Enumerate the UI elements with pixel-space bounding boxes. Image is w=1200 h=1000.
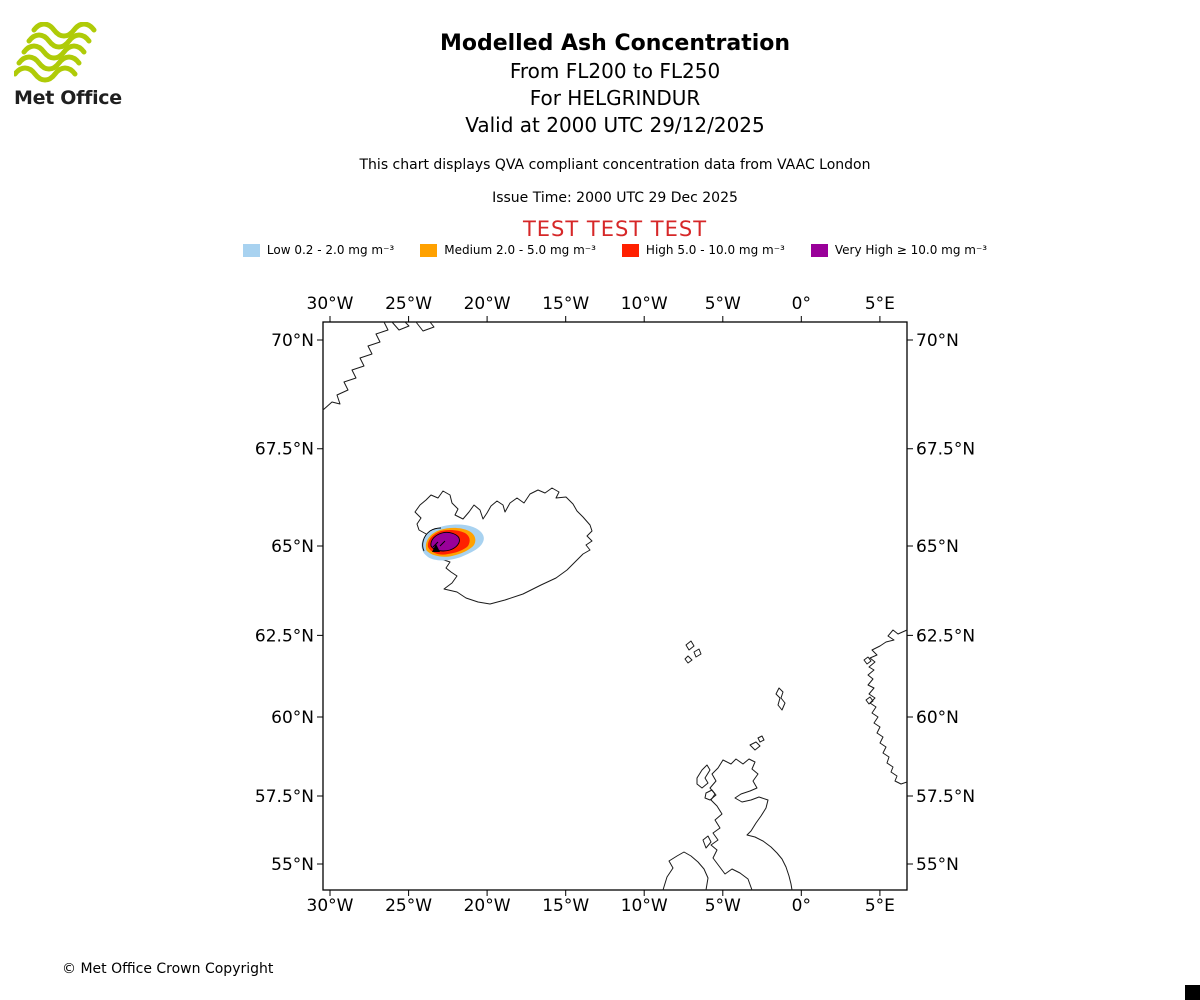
volcano-name: For HELGRINDUR	[529, 86, 701, 110]
legend: Low 0.2 - 2.0 mg m⁻³ Medium 2.0 - 5.0 mg…	[30, 243, 1200, 257]
lat-label-left-3: 62.5°N	[255, 626, 314, 646]
legend-label-low: Low 0.2 - 2.0 mg m⁻³	[266, 243, 395, 257]
lat-label-right-3: 62.5°N	[916, 626, 975, 646]
chart-header: Modelled Ash Concentration From FL200 to…	[30, 30, 1200, 242]
lon-ticks-top	[329, 316, 881, 322]
lon-label-top-7: 5°E	[865, 294, 895, 314]
ash-contour-outline-inner	[430, 531, 460, 552]
chart-title: Modelled Ash Concentration	[439, 31, 791, 56]
lat-label-left-0: 70°N	[271, 331, 314, 351]
met-office-logo: Met Office	[14, 22, 134, 109]
lat-label-right-5: 57.5°N	[916, 787, 975, 807]
legend-swatch-low	[242, 243, 260, 257]
lon-ticks-bottom	[329, 890, 881, 896]
lat-ticks-right	[907, 339, 913, 865]
lat-label-left-4: 60°N	[271, 708, 314, 728]
ireland-coastline	[662, 851, 709, 891]
lon-label-bottom-3: 15°W	[542, 896, 589, 916]
norway-coastline	[867, 629, 908, 785]
lon-label-bottom-7: 5°E	[865, 896, 895, 916]
lon-label-bottom-0: 30°W	[307, 896, 354, 916]
lon-label-top-6: 0°	[792, 294, 811, 314]
great-britain-west-coastline	[709, 759, 753, 891]
lat-label-right-4: 60°N	[916, 708, 959, 728]
issue-time: Issue Time: 2000 UTC 29 Dec 2025	[492, 190, 738, 206]
met-office-waves-icon	[14, 22, 97, 83]
legend-item-medium: Medium 2.0 - 5.0 mg m⁻³	[420, 243, 596, 257]
legend-item-very-high: Very High ≥ 10.0 mg m⁻³	[810, 243, 988, 257]
lat-label-right-1: 67.5°N	[916, 440, 975, 460]
lon-label-bottom-5: 5°W	[705, 896, 741, 916]
lat-label-right-2: 65°N	[916, 537, 959, 557]
legend-label-very-high: Very High ≥ 10.0 mg m⁻³	[834, 243, 988, 257]
copyright-notice: © Met Office Crown Copyright	[62, 961, 274, 977]
lon-label-bottom-6: 0°	[792, 896, 811, 916]
lat-label-left-6: 55°N	[271, 855, 314, 875]
map-frame	[322, 321, 908, 891]
legend-swatch-high	[621, 243, 639, 257]
lon-label-top-1: 25°W	[385, 294, 432, 314]
lat-label-right-0: 70°N	[916, 331, 959, 351]
flight-level-range: From FL200 to FL250	[509, 59, 721, 83]
ash-contour-outline-west	[422, 527, 442, 552]
norway-islands-coastline	[863, 656, 874, 705]
ash-contour-scribble	[432, 540, 446, 548]
lon-label-top-3: 15°W	[542, 294, 589, 314]
lat-label-left-1: 67.5°N	[255, 440, 314, 460]
ash-concentration-map: 30°W 25°W 20°W 15°W 10°W 5°W 0° 5°E 30°W…	[255, 294, 975, 916]
met-office-logo-text: Met Office	[14, 87, 122, 109]
lon-label-top-5: 5°W	[705, 294, 741, 314]
shetland-islands-coastline	[775, 687, 786, 711]
ash-contour-very-high	[430, 532, 460, 551]
lon-label-top-0: 30°W	[307, 294, 354, 314]
legend-swatch-medium	[420, 243, 438, 257]
lon-label-bottom-1: 25°W	[385, 896, 432, 916]
faroe-islands-coastline	[684, 640, 702, 664]
great-britain-east-coastline	[722, 758, 793, 891]
lon-label-top-4: 10°W	[621, 294, 668, 314]
legend-swatch-very-high	[810, 243, 828, 257]
greenland-top-coastline	[391, 321, 435, 332]
hebrides-islands-coastline	[696, 764, 717, 849]
test-banner: TEST TEST TEST	[522, 217, 708, 241]
legend-label-medium: Medium 2.0 - 5.0 mg m⁻³	[444, 243, 596, 257]
legend-item-high: High 5.0 - 10.0 mg m⁻³	[621, 243, 785, 257]
qva-description: This chart displays QVA compliant concen…	[359, 157, 871, 173]
lat-ticks-left	[317, 339, 323, 865]
lon-label-bottom-4: 10°W	[621, 896, 668, 916]
valid-time: Valid at 2000 UTC 29/12/2025	[465, 113, 765, 137]
orkney-islands-coastline	[749, 735, 765, 751]
lon-label-top-2: 20°W	[464, 294, 511, 314]
greenland-coastline	[322, 321, 389, 411]
lat-label-right-6: 55°N	[916, 855, 959, 875]
legend-item-low: Low 0.2 - 2.0 mg m⁻³	[242, 243, 395, 257]
lat-label-left-5: 57.5°N	[255, 787, 314, 807]
corner-mark	[1185, 985, 1200, 1000]
volcano-marker	[432, 544, 440, 552]
legend-label-high: High 5.0 - 10.0 mg m⁻³	[645, 243, 785, 257]
lat-label-left-2: 65°N	[271, 537, 314, 557]
lon-label-bottom-2: 20°W	[464, 896, 511, 916]
